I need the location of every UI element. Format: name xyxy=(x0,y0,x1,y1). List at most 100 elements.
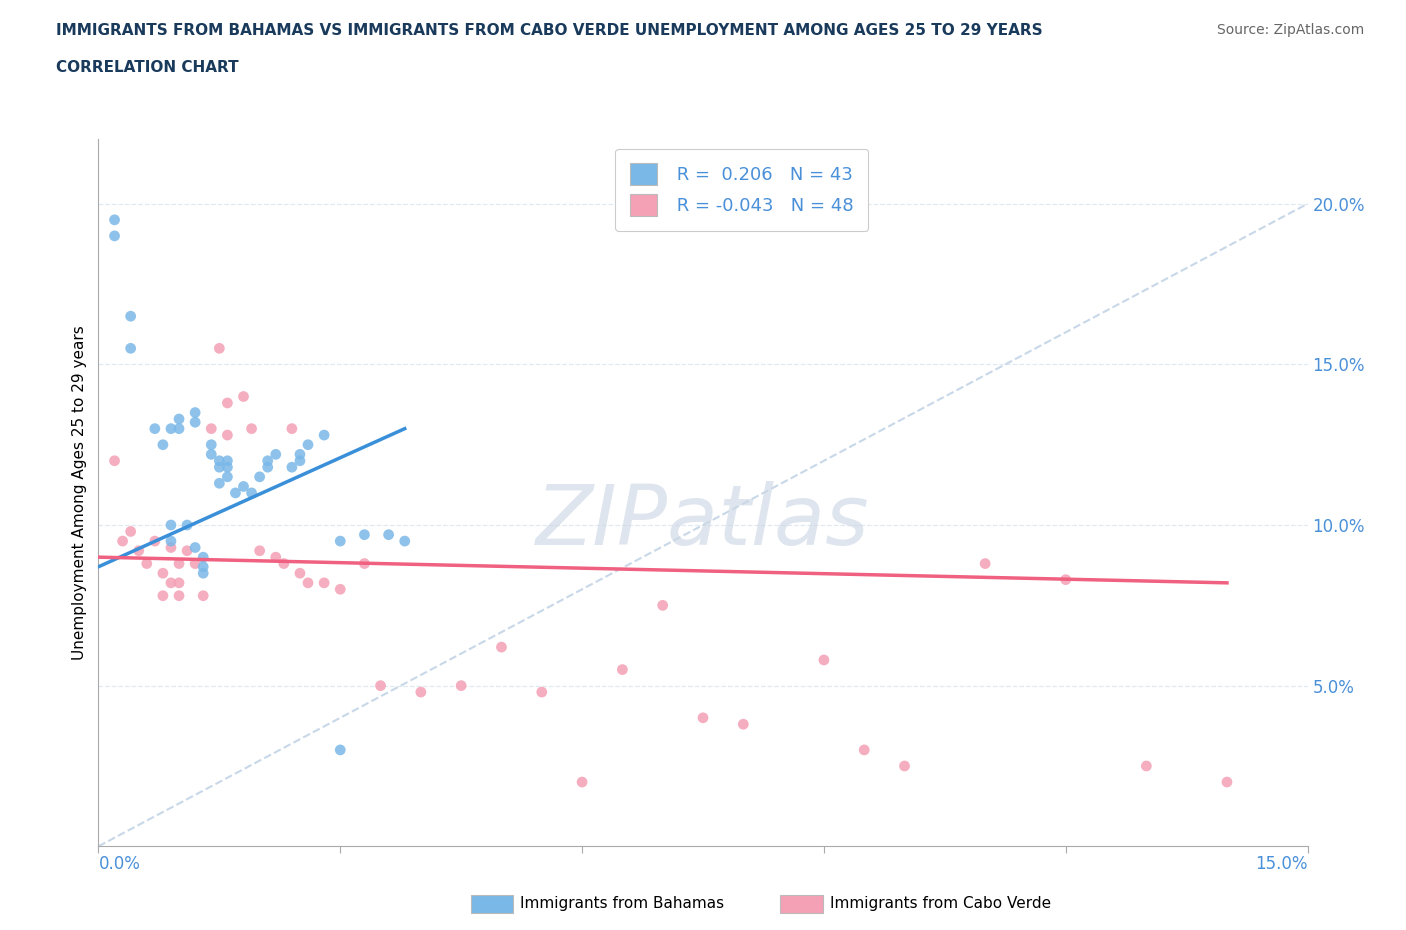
Point xyxy=(167,412,190,427)
Point xyxy=(208,476,231,491)
Point xyxy=(612,662,634,677)
Point xyxy=(1216,775,1239,790)
Point xyxy=(111,534,134,549)
Text: Source: ZipAtlas.com: Source: ZipAtlas.com xyxy=(1216,23,1364,37)
Point xyxy=(232,479,254,494)
Point xyxy=(184,556,207,571)
Point xyxy=(353,556,375,571)
Point xyxy=(200,447,222,462)
Text: 15.0%: 15.0% xyxy=(1256,856,1308,873)
Point xyxy=(1135,759,1157,774)
Point xyxy=(692,711,714,725)
Point xyxy=(103,229,125,244)
Point xyxy=(264,550,287,565)
Point xyxy=(135,556,157,571)
Legend:  R =  0.206   N = 43,  R = -0.043   N = 48: R = 0.206 N = 43, R = -0.043 N = 48 xyxy=(616,149,869,231)
Point xyxy=(288,565,311,580)
Point xyxy=(208,341,231,356)
Point xyxy=(120,309,142,324)
Point xyxy=(651,598,673,613)
Point xyxy=(217,453,239,468)
Point xyxy=(249,543,271,558)
Point xyxy=(217,428,239,443)
Point xyxy=(329,582,352,597)
Point xyxy=(491,640,513,655)
Point xyxy=(409,684,432,699)
Point xyxy=(450,678,472,693)
Point xyxy=(217,395,239,410)
Text: CORRELATION CHART: CORRELATION CHART xyxy=(56,60,239,75)
Point xyxy=(167,589,190,604)
Point xyxy=(893,759,915,774)
Point xyxy=(353,527,375,542)
Point xyxy=(853,742,876,757)
Point xyxy=(160,518,183,533)
Point xyxy=(394,534,416,549)
Point xyxy=(974,556,997,571)
Point xyxy=(217,459,239,474)
Point xyxy=(571,775,593,790)
Text: Immigrants from Bahamas: Immigrants from Bahamas xyxy=(520,897,724,911)
Point xyxy=(813,653,835,668)
Point xyxy=(329,534,352,549)
Point xyxy=(249,470,271,485)
Point xyxy=(184,405,207,420)
Point xyxy=(370,678,392,693)
Point xyxy=(281,421,304,436)
Point xyxy=(184,540,207,555)
Point xyxy=(329,742,352,757)
Point xyxy=(120,341,142,356)
Point xyxy=(733,717,755,732)
Point xyxy=(217,470,239,485)
Point xyxy=(288,453,311,468)
Point xyxy=(152,437,174,452)
Point xyxy=(193,559,215,574)
Point xyxy=(240,485,263,500)
Point xyxy=(143,421,166,436)
Point xyxy=(224,485,246,500)
Point xyxy=(314,428,336,443)
Point xyxy=(377,527,399,542)
Point xyxy=(160,421,183,436)
Point xyxy=(176,543,198,558)
Point xyxy=(193,565,215,580)
Y-axis label: Unemployment Among Ages 25 to 29 years: Unemployment Among Ages 25 to 29 years xyxy=(72,326,87,660)
Point xyxy=(167,576,190,591)
Point xyxy=(120,524,142,538)
Text: 0.0%: 0.0% xyxy=(98,856,141,873)
Point xyxy=(288,447,311,462)
Point xyxy=(281,459,304,474)
Point xyxy=(193,589,215,604)
Point xyxy=(160,540,183,555)
Point xyxy=(103,453,125,468)
Point xyxy=(530,684,553,699)
Point xyxy=(128,543,150,558)
Point xyxy=(184,415,207,430)
Point xyxy=(264,447,287,462)
Text: ZIPatlas: ZIPatlas xyxy=(536,481,870,562)
Text: Immigrants from Cabo Verde: Immigrants from Cabo Verde xyxy=(830,897,1050,911)
Point xyxy=(240,421,263,436)
Point xyxy=(103,212,125,227)
Point xyxy=(160,576,183,591)
Point xyxy=(232,389,254,404)
Point xyxy=(256,459,278,474)
Point xyxy=(200,437,222,452)
Point xyxy=(200,421,222,436)
Text: IMMIGRANTS FROM BAHAMAS VS IMMIGRANTS FROM CABO VERDE UNEMPLOYMENT AMONG AGES 25: IMMIGRANTS FROM BAHAMAS VS IMMIGRANTS FR… xyxy=(56,23,1043,38)
Point xyxy=(273,556,295,571)
Point xyxy=(167,421,190,436)
Point xyxy=(297,576,319,591)
Point xyxy=(160,534,183,549)
Point xyxy=(256,453,278,468)
Point xyxy=(176,518,198,533)
Point xyxy=(208,453,231,468)
Point xyxy=(1054,572,1077,587)
Point xyxy=(314,576,336,591)
Point xyxy=(167,556,190,571)
Point xyxy=(193,550,215,565)
Point xyxy=(152,589,174,604)
Point xyxy=(297,437,319,452)
Point xyxy=(143,534,166,549)
Point xyxy=(208,459,231,474)
